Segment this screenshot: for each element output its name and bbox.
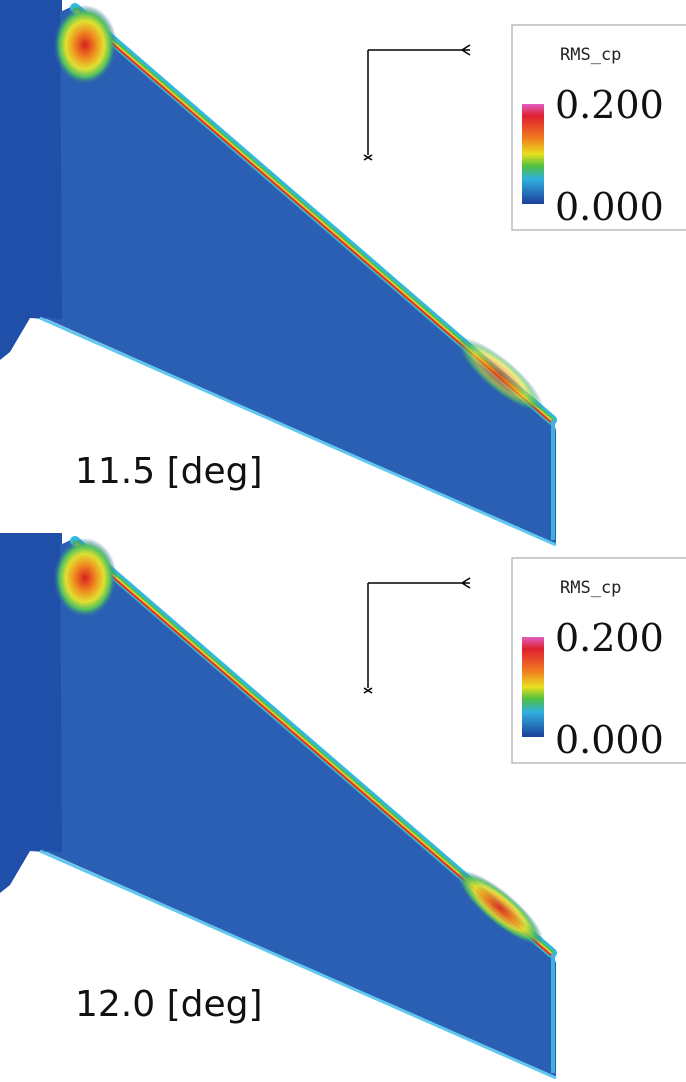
fuselage bbox=[0, 533, 62, 893]
colorbar bbox=[522, 104, 544, 204]
angle-label: 12.0 [deg] bbox=[75, 984, 263, 1025]
root-hotspot bbox=[53, 5, 117, 85]
legend-min: 0.000 bbox=[555, 185, 664, 229]
axis-triad bbox=[364, 45, 470, 160]
panel: RMS_cp 0.200 0.000 11.5 [deg] bbox=[0, 0, 686, 545]
axis-triad bbox=[364, 578, 470, 693]
legend-title: RMS_cp bbox=[560, 45, 621, 65]
legend-min: 0.000 bbox=[555, 718, 664, 762]
panel: RMS_cp 0.200 0.000 12.0 [deg] bbox=[0, 533, 686, 1078]
fuselage bbox=[0, 0, 62, 360]
legend-title: RMS_cp bbox=[560, 578, 621, 598]
legend-max: 0.200 bbox=[555, 616, 664, 660]
colorbar bbox=[522, 637, 544, 737]
angle-label: 11.5 [deg] bbox=[75, 451, 263, 492]
legend-max: 0.200 bbox=[555, 83, 664, 127]
root-hotspot bbox=[53, 538, 117, 618]
figure: RMS_cp 0.200 0.000 11.5 [deg] RMS_cp 0.200 0.0… bbox=[0, 0, 686, 1082]
